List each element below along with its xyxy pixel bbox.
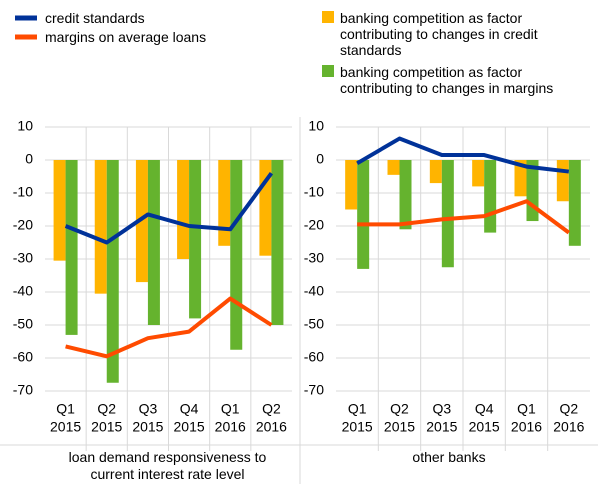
y-tick-label: -50 <box>304 316 324 332</box>
y-tick-label: -50 <box>13 316 33 332</box>
x-tick-label: Q1 <box>517 401 536 417</box>
bar <box>147 160 160 325</box>
x-tick-label: 2016 <box>553 419 584 435</box>
x-tick-label: Q2 <box>559 401 578 417</box>
legend-label: margins on average loans <box>45 29 207 45</box>
line <box>357 199 571 235</box>
bar <box>429 160 442 184</box>
x-tick-label: 2015 <box>132 419 163 435</box>
x-tick-label: Q4 <box>475 401 494 417</box>
x-tick-label: Q3 <box>432 401 451 417</box>
y-tick-label: -10 <box>304 184 324 200</box>
bar <box>556 160 569 202</box>
legend-swatch <box>322 11 334 23</box>
bar <box>177 160 190 259</box>
x-tick-label: Q3 <box>139 401 158 417</box>
bar <box>230 160 243 350</box>
x-tick-label: 2016 <box>215 419 246 435</box>
bar <box>472 160 485 187</box>
y-tick-label: 10 <box>308 118 324 134</box>
y-tick-label: -30 <box>304 250 324 266</box>
bar <box>53 160 66 261</box>
legend-swatch <box>322 65 334 77</box>
x-axis-label: other banks <box>412 449 486 465</box>
x-tick-label: Q1 <box>348 401 367 417</box>
x-tick-label: Q2 <box>97 401 116 417</box>
line <box>356 136 570 174</box>
y-tick-label: -30 <box>13 250 33 266</box>
y-tick-label: 10 <box>17 118 33 134</box>
bar <box>135 160 148 283</box>
bar <box>387 160 400 175</box>
y-tick-label: 0 <box>316 151 324 167</box>
x-tick-label: Q1 <box>56 401 75 417</box>
bar <box>94 160 107 294</box>
line <box>64 172 274 245</box>
bar <box>218 160 231 246</box>
x-tick-label: 2015 <box>174 419 205 435</box>
y-tick-label: -20 <box>13 217 33 233</box>
bar <box>399 160 412 230</box>
y-tick-label: -40 <box>13 283 33 299</box>
y-tick-label: -60 <box>13 349 33 365</box>
y-tick-label: -60 <box>304 349 324 365</box>
x-tick-label: 2015 <box>50 419 81 435</box>
y-tick-label: -40 <box>304 283 324 299</box>
x-tick-label: 2016 <box>256 419 287 435</box>
y-tick-label: -20 <box>304 217 324 233</box>
legend-label: banking competition as factor contributi… <box>340 64 554 96</box>
bar <box>189 160 202 319</box>
x-tick-label: 2015 <box>469 419 500 435</box>
bar <box>271 160 284 325</box>
y-tick-label: 0 <box>25 151 33 167</box>
x-tick-label: 2015 <box>342 419 373 435</box>
legend-label: credit standards <box>45 10 145 26</box>
x-tick-label: 2015 <box>91 419 122 435</box>
y-tick-label: -10 <box>13 184 33 200</box>
bar <box>441 160 454 268</box>
x-tick-label: Q1 <box>221 401 240 417</box>
x-axis-label: loan demand responsiveness to current in… <box>68 449 267 482</box>
bar <box>345 160 358 210</box>
x-tick-label: 2016 <box>511 419 542 435</box>
bar <box>357 160 370 269</box>
legend-label: banking competition as factor contributi… <box>340 10 538 58</box>
bar <box>106 160 119 383</box>
y-tick-label: -70 <box>13 382 33 398</box>
bar <box>568 160 581 246</box>
line <box>65 296 273 359</box>
bar <box>65 160 78 335</box>
x-tick-label: 2015 <box>426 419 457 435</box>
bar <box>484 160 497 233</box>
x-tick-label: 2015 <box>384 419 415 435</box>
bar <box>514 160 527 197</box>
x-tick-label: Q2 <box>262 401 281 417</box>
y-tick-label: -70 <box>304 382 324 398</box>
x-tick-label: Q4 <box>180 401 199 417</box>
x-tick-label: Q2 <box>390 401 409 417</box>
